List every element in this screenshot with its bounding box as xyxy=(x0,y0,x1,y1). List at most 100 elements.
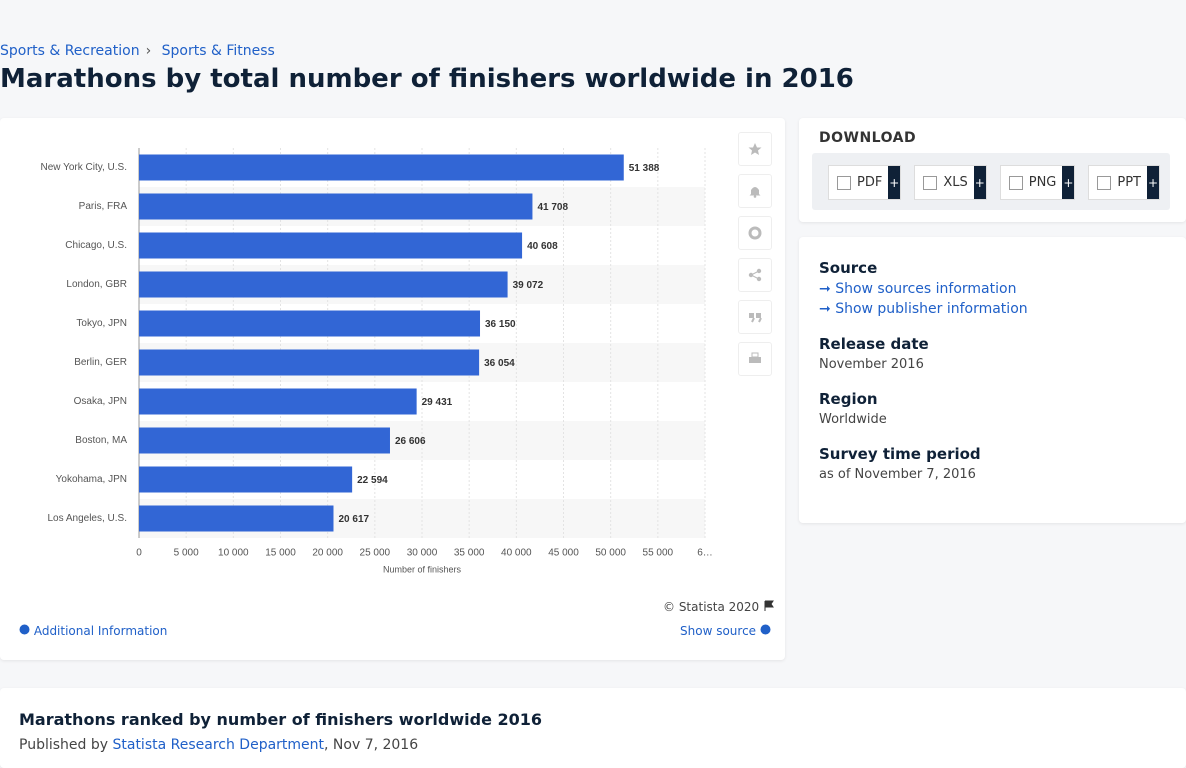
x-tick-label: 35 000 xyxy=(454,548,485,559)
quote-icon xyxy=(749,313,762,323)
format-icon xyxy=(1008,175,1023,190)
show-source[interactable]: Show source xyxy=(680,624,771,638)
share-button[interactable] xyxy=(738,258,772,292)
bar xyxy=(139,271,508,298)
plus-badge: + xyxy=(1062,166,1075,199)
source-label: Source xyxy=(819,259,878,277)
download-button[interactable]: PPT + xyxy=(1088,165,1160,200)
x-axis-label: Number of finishers xyxy=(383,564,462,574)
value-label: 41 708 xyxy=(537,202,568,213)
x-tick-label: 6… xyxy=(697,548,713,559)
chart: 0 5 000 10 000 15 000 20 000 25 000 30 000 35 0… xyxy=(40,148,713,574)
x-tick-label: 45 000 xyxy=(548,548,579,559)
bar xyxy=(139,466,353,493)
publish-date: , Nov 7, 2016 xyxy=(324,737,419,753)
link-text: Show publisher information xyxy=(835,301,1028,317)
y-tick-label: Tokyo, JPN xyxy=(76,318,127,329)
plus-badge: + xyxy=(888,166,901,199)
bar xyxy=(139,154,624,181)
release-date-label: Release date xyxy=(819,335,929,353)
value-label: 39 072 xyxy=(513,280,544,291)
info-icon xyxy=(19,624,30,635)
download-title: DOWNLOAD xyxy=(819,130,917,146)
published-by: Published by xyxy=(19,737,109,753)
y-tick-label: Paris, FRA xyxy=(79,201,128,212)
x-tick-label: 5 000 xyxy=(174,548,199,559)
format-label: PNG xyxy=(1028,175,1057,190)
breadcrumb[interactable]: Sports & Recreation xyxy=(0,43,140,59)
bar xyxy=(139,505,334,532)
breadcrumb[interactable]: Sports & Fitness xyxy=(161,43,275,59)
value-label: 20 617 xyxy=(338,514,369,525)
publisher-link[interactable]: ➞ Show publisher information xyxy=(819,301,1028,317)
x-tick-label: 15 000 xyxy=(265,548,296,559)
page-title: Marathons by total number of finishers w… xyxy=(0,64,854,94)
y-tick-label: Boston, MA xyxy=(75,435,127,446)
bell-icon xyxy=(749,187,761,198)
survey-label: Survey time period xyxy=(819,445,981,463)
value-label: 26 606 xyxy=(395,436,426,447)
y-tick-label: Yokohama, JPN xyxy=(56,474,127,485)
settings-button[interactable] xyxy=(738,216,772,250)
bar xyxy=(139,310,481,337)
x-tick-label: 55 000 xyxy=(643,548,674,559)
description-heading: Marathons ranked by number of finishers … xyxy=(19,710,543,729)
y-tick-label: Chicago, U.S. xyxy=(65,240,127,251)
chart-card: 0 5 000 10 000 15 000 20 000 25 000 30 000 35 0… xyxy=(0,118,785,660)
release-date: November 2016 xyxy=(819,357,924,372)
additional-info[interactable]: Additional Information xyxy=(19,624,167,638)
download-formats: PDF + XLS + PNG + PPT + xyxy=(812,153,1170,210)
breadcrumb-separator: › xyxy=(145,43,152,59)
x-tick-label: 25 000 xyxy=(360,548,391,559)
description-card: Marathons ranked by number of finishers … xyxy=(0,688,1186,768)
x-tick-label: 20 000 xyxy=(312,548,343,559)
bar xyxy=(139,232,523,259)
copyright: © Statista 2020 xyxy=(663,600,775,614)
flag-icon xyxy=(764,600,774,611)
value-label: 36 054 xyxy=(484,358,515,369)
value-label: 51 388 xyxy=(629,163,660,174)
format-icon xyxy=(1097,175,1112,190)
download-button[interactable]: PDF + xyxy=(828,165,902,200)
star-icon xyxy=(748,143,762,155)
download-card: DOWNLOAD PDF + XLS + PNG + PPT + xyxy=(799,118,1186,222)
plus-badge: + xyxy=(1147,166,1159,199)
value-label: 40 608 xyxy=(527,241,558,252)
x-tick-label: 30 000 xyxy=(407,548,438,559)
download-button[interactable]: XLS + xyxy=(914,165,987,200)
y-tick-label: New York City, U.S. xyxy=(40,162,127,173)
details-card: Source ➞ Show sources information ➞ Show… xyxy=(799,237,1186,523)
bar xyxy=(139,427,390,454)
print-button[interactable] xyxy=(738,342,772,376)
y-tick-label: Berlin, GER xyxy=(74,357,127,368)
format-label: XLS xyxy=(943,175,968,190)
gear-icon xyxy=(748,226,762,240)
download-button[interactable]: PNG + xyxy=(999,165,1076,200)
region: Worldwide xyxy=(819,412,887,427)
info-icon xyxy=(760,624,771,635)
copyright-text: © Statista 2020 xyxy=(663,600,760,614)
value-label: 29 431 xyxy=(422,397,453,408)
region-label: Region xyxy=(819,390,878,408)
format-icon xyxy=(923,175,938,190)
format-label: PPT xyxy=(1117,175,1141,190)
bar xyxy=(139,349,480,376)
sources-link[interactable]: ➞ Show sources information xyxy=(819,281,1017,297)
bar xyxy=(139,388,417,415)
x-tick-label: 10 000 xyxy=(218,548,249,559)
y-tick-label: Osaka, JPN xyxy=(74,396,127,407)
publisher-link[interactable]: Statista Research Department xyxy=(112,737,325,753)
additional-info-text: Additional Information xyxy=(33,624,168,638)
cite-button[interactable] xyxy=(738,300,772,334)
breadcrumbs: Sports & Recreation › Sports & Fitness xyxy=(0,43,281,59)
y-tick-label: Los Angeles, U.S. xyxy=(48,513,128,524)
toolbar xyxy=(738,132,772,384)
favorite-button[interactable] xyxy=(738,132,772,166)
published-line: Published by Statista Research Departmen… xyxy=(19,737,1167,753)
value-label: 36 150 xyxy=(485,319,516,330)
y-tick-label: London, GBR xyxy=(66,279,127,290)
notify-button[interactable] xyxy=(738,174,772,208)
show-source-text: Show source xyxy=(680,624,757,638)
x-tick-label: 0 xyxy=(136,548,142,559)
